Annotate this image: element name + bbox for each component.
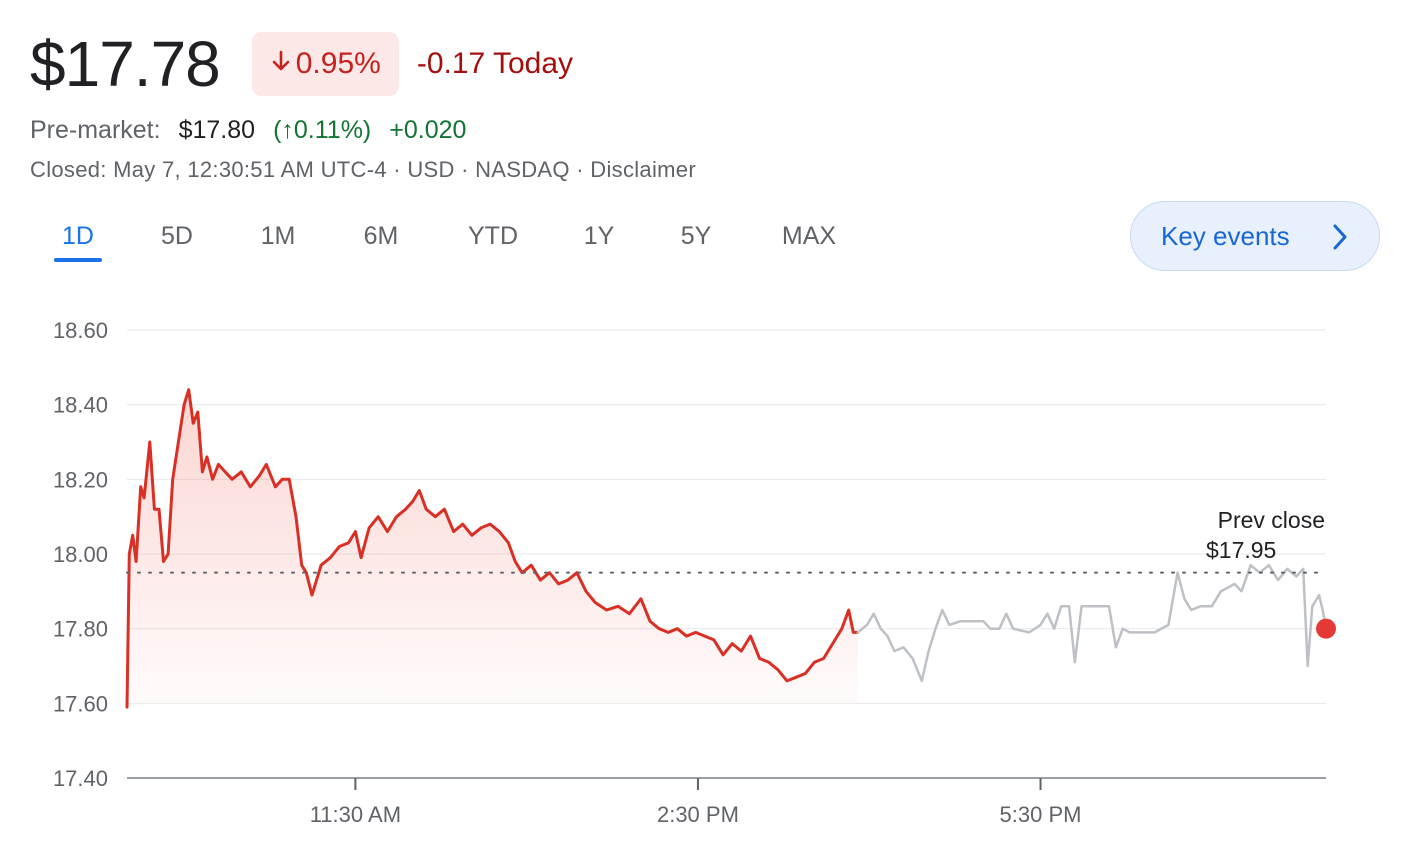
tab-ytd[interactable]: YTD <box>468 222 518 250</box>
last-price-dot <box>1316 618 1336 639</box>
market-status-line: Closed: May 7, 12:30:51 AM UTC-4 · USD ·… <box>30 157 696 182</box>
x-tick-label: 5:30 PM <box>1000 802 1082 827</box>
after-hours-session-line <box>856 563 1328 683</box>
tab-6m[interactable]: 6M <box>363 222 399 250</box>
premarket-row: Pre-market: $17.80 (↑0.11%) +0.020 <box>30 112 466 148</box>
key-events-button[interactable]: Key events <box>1130 201 1380 271</box>
y-tick-label: 18.40 <box>53 393 108 418</box>
premarket-change: +0.020 <box>389 115 467 144</box>
tab-max[interactable]: MAX <box>781 222 837 250</box>
arrow-down-icon <box>270 48 292 80</box>
chevron-right-icon <box>1331 223 1349 258</box>
tab-5y[interactable]: 5Y <box>680 222 712 250</box>
premarket-label: Pre-market: <box>30 115 161 144</box>
y-tick-label: 17.80 <box>53 617 108 642</box>
regular-session-line <box>125 388 860 709</box>
y-tick-label: 17.60 <box>53 691 108 716</box>
x-tick-label: 2:30 PM <box>657 802 739 827</box>
prev-close-label: Prev close <box>1218 507 1325 533</box>
tab-5d[interactable]: 5D <box>161 222 193 250</box>
y-tick-label: 18.20 <box>53 467 108 492</box>
tab-1y[interactable]: 1Y <box>583 222 615 250</box>
tab-1d[interactable]: 1D <box>62 222 94 250</box>
change-percent: 0.95% <box>295 47 381 80</box>
tab-1m[interactable]: 1M <box>260 222 296 250</box>
y-tick-label: 18.00 <box>53 542 108 567</box>
regular-session-area <box>127 389 858 708</box>
premarket-price: $17.80 <box>178 115 256 144</box>
change-today: -0.17 Today <box>416 47 574 80</box>
key-events-label: Key events <box>1161 220 1290 251</box>
x-tick-label: 11:30 AM <box>310 802 401 827</box>
active-tab-indicator <box>54 258 102 262</box>
y-tick-label: 17.40 <box>53 766 108 791</box>
y-tick-label: 18.60 <box>53 318 108 343</box>
price-row: $17.78 0.95% -0.17 Today <box>30 28 573 100</box>
change-percent-badge: 0.95% <box>251 32 399 96</box>
current-price: $17.78 <box>30 28 221 100</box>
prev-close-value: $17.95 <box>1206 537 1276 563</box>
premarket-percent: (↑0.11%) <box>273 115 372 144</box>
